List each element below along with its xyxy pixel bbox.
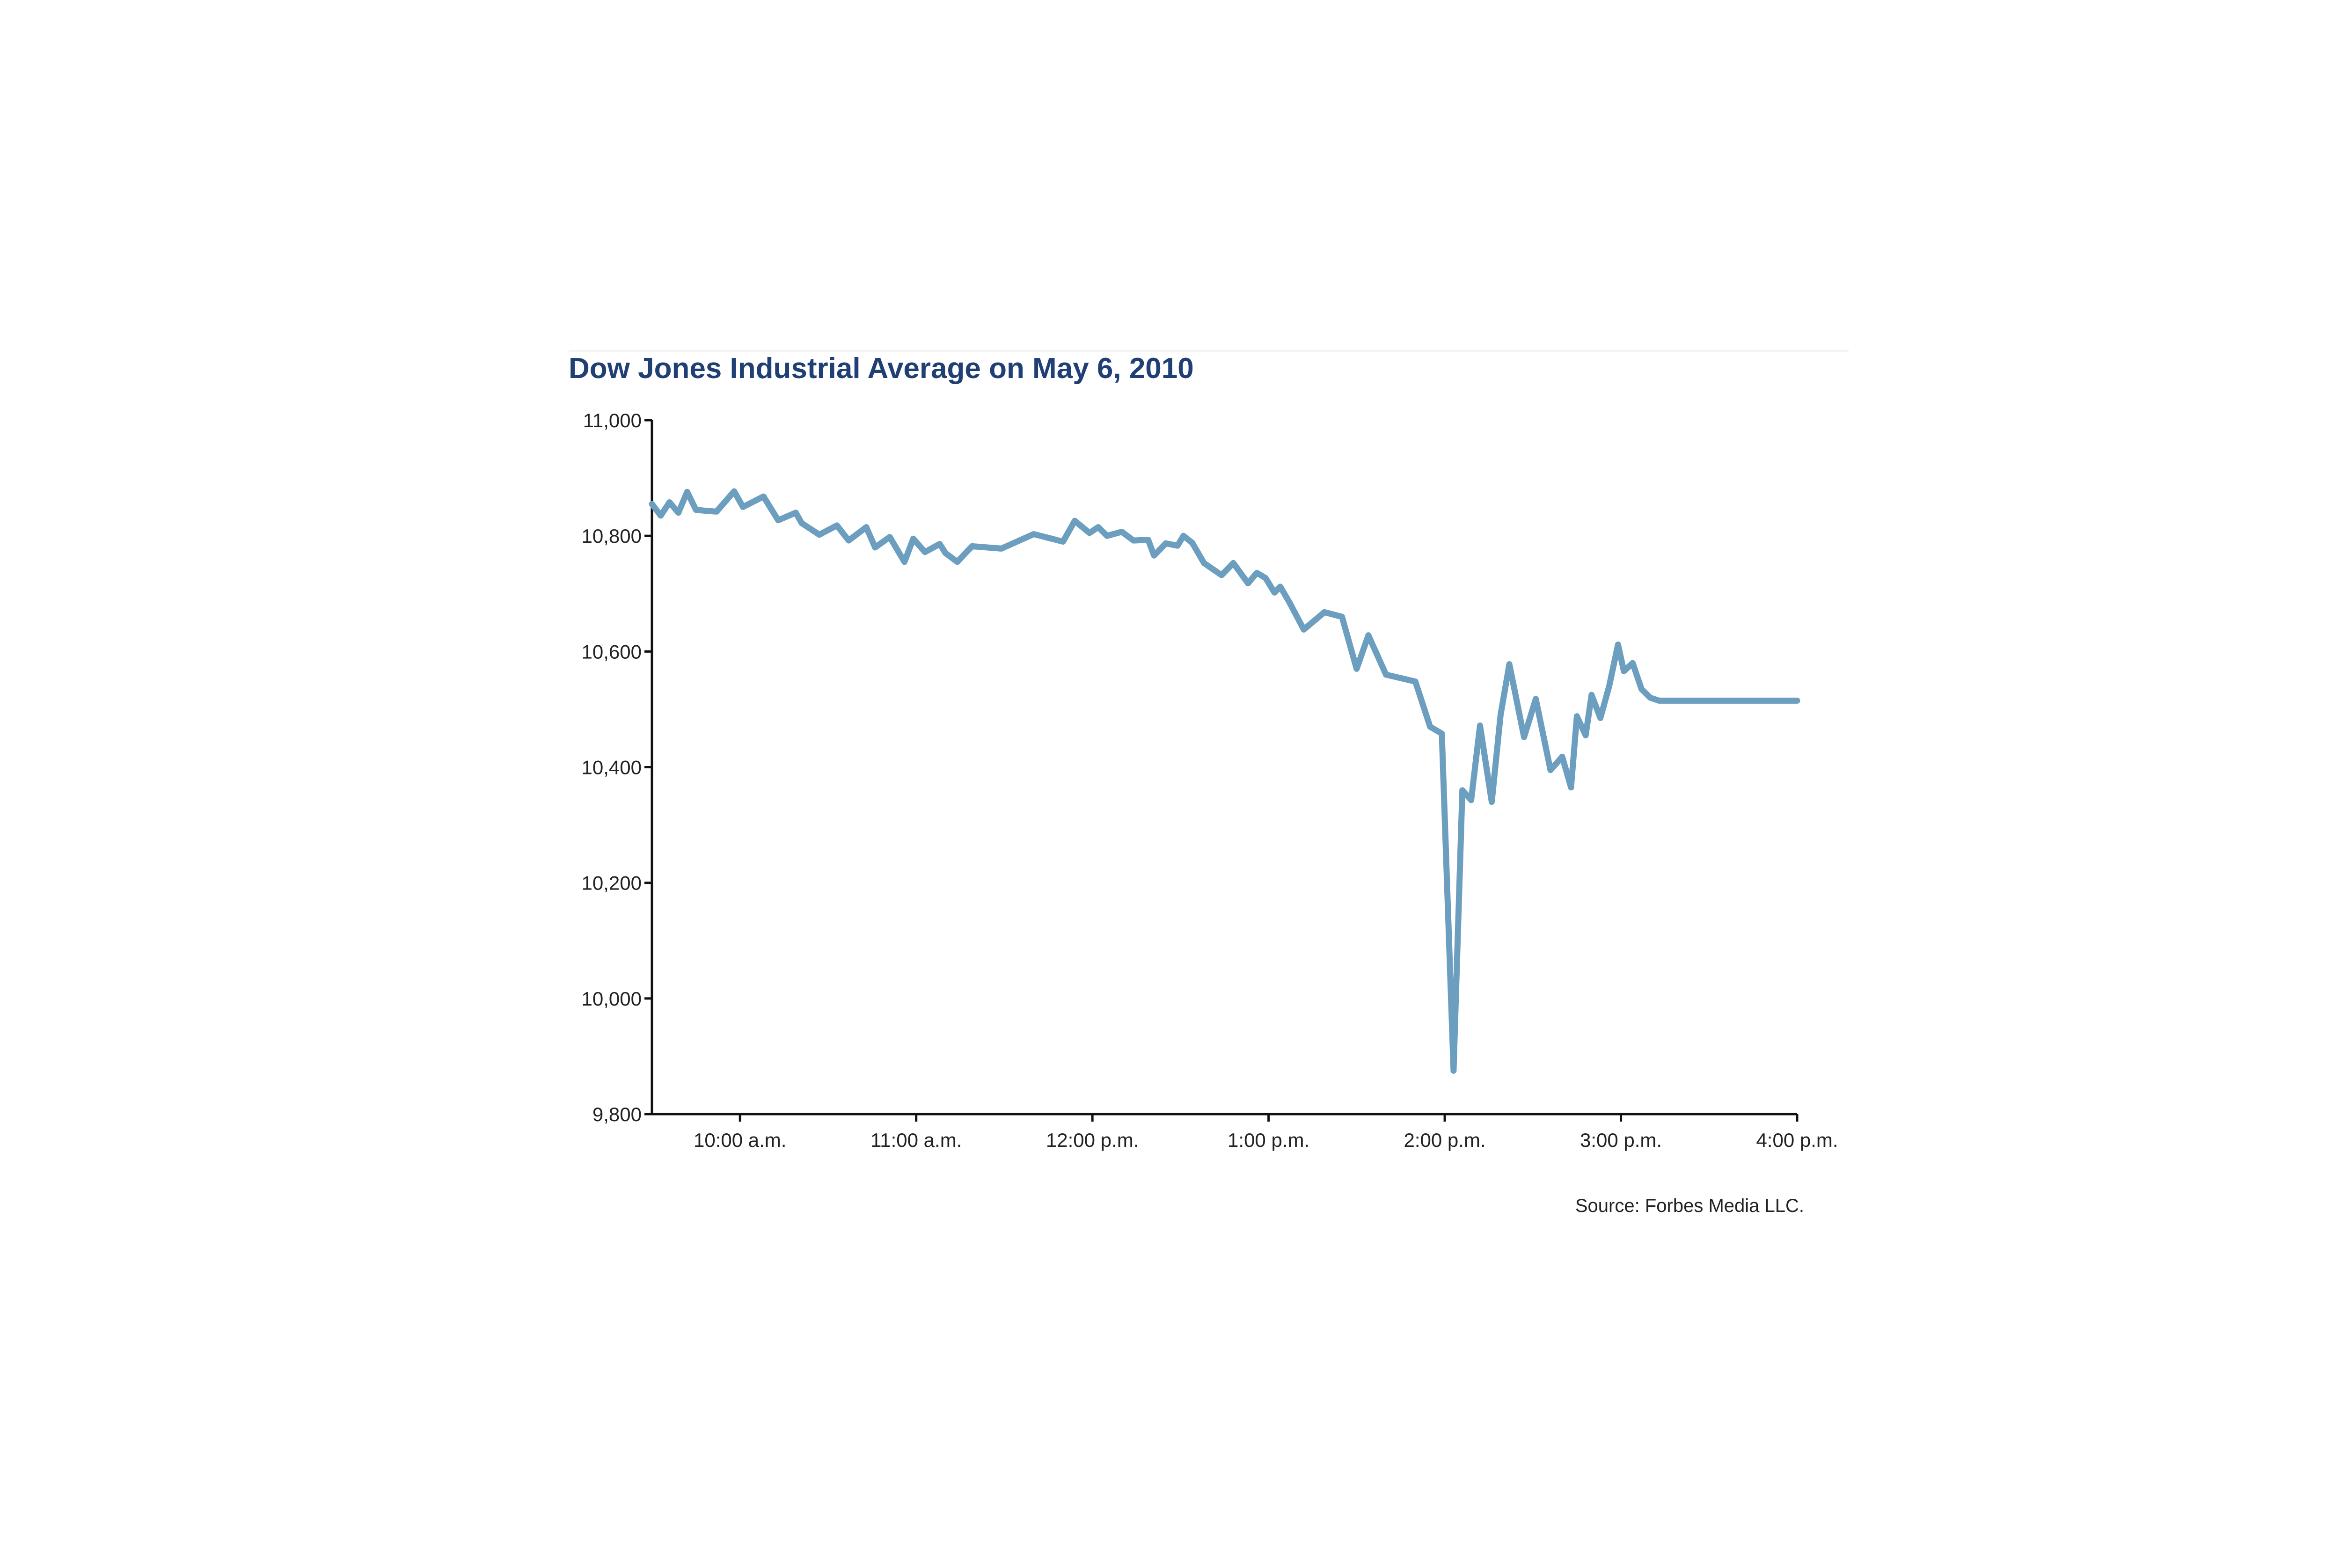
top-rule bbox=[569, 350, 1849, 352]
y-tick-label: 10,200 bbox=[582, 872, 642, 894]
x-tick-label: 1:00 p.m. bbox=[1228, 1129, 1309, 1151]
y-axis: 11,000 10,800 10,600 10,400 10,200 10,000 9,80… bbox=[582, 409, 653, 1125]
y-tick-label: 10,600 bbox=[582, 641, 642, 663]
x-tick-label: 11:00 a.m. bbox=[870, 1129, 962, 1151]
y-tick-label: 10,800 bbox=[582, 525, 642, 547]
x-tick-label: 12:00 p.m. bbox=[1046, 1129, 1139, 1151]
x-tick-label: 2:00 p.m. bbox=[1404, 1129, 1486, 1151]
series-group bbox=[649, 488, 1800, 1074]
x-axis: 10:00 a.m. 11:00 a.m. 12:00 p.m. 1:00 p.m. 2… bbox=[652, 1113, 1838, 1151]
y-tick-label: 9,800 bbox=[592, 1103, 642, 1125]
dow-jones-series-line bbox=[649, 488, 1800, 1074]
y-tick-label: 10,400 bbox=[582, 757, 642, 779]
y-tick-label: 11,000 bbox=[583, 409, 642, 431]
x-tick-label: 10:00 a.m. bbox=[694, 1129, 786, 1151]
chart-title: Dow Jones Industrial Average on May 6, 2… bbox=[569, 352, 1194, 385]
y-tick-label: 10,000 bbox=[582, 988, 642, 1010]
x-tick-label: 3:00 p.m. bbox=[1580, 1129, 1662, 1151]
source-note: Source: Forbes Media LLC. bbox=[1575, 1196, 1804, 1216]
x-tick-label: 4:00 p.m. bbox=[1756, 1129, 1838, 1151]
